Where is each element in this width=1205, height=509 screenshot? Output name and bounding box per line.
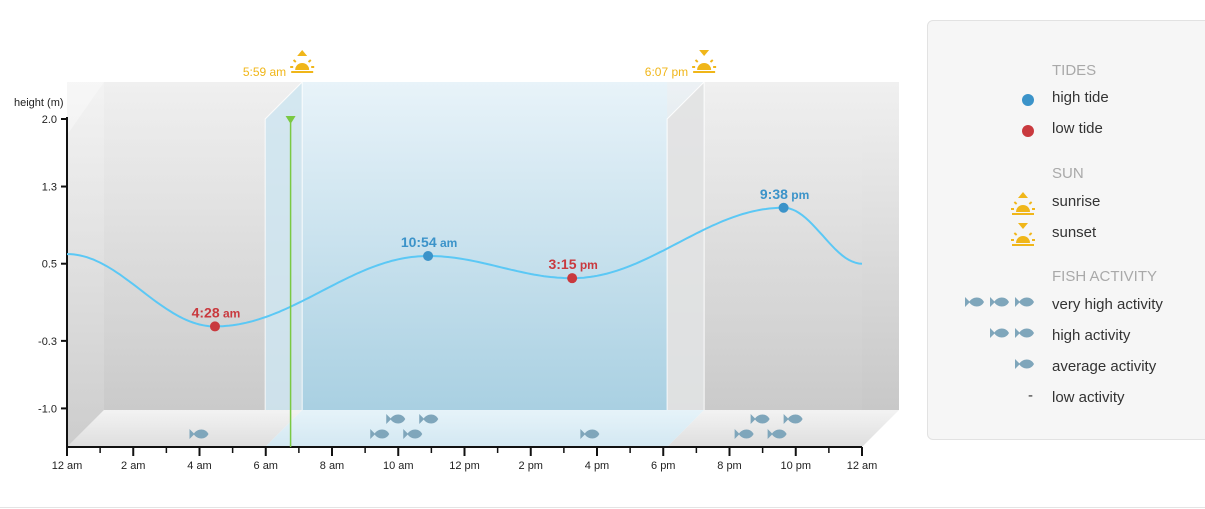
- high-tide-dot-icon: [1022, 94, 1034, 106]
- high-activity-fish-icon: [990, 328, 1034, 338]
- legend-very-high-label: very high activity: [1052, 296, 1163, 313]
- sunrise-divider-panel: [264, 80, 303, 449]
- x-tick-label: 2 pm: [519, 460, 543, 472]
- x-tick-label: 8 pm: [717, 460, 741, 472]
- legend-tides-heading: TIDES: [1052, 62, 1097, 79]
- low-activity-dash-icon: -: [1028, 387, 1033, 404]
- x-tick-label: 8 am: [320, 460, 344, 472]
- y-tick-label: 0.5: [42, 259, 57, 271]
- y-tick-label: 2.0: [42, 114, 57, 126]
- low-tide-label: 3:15 pm: [548, 256, 597, 272]
- x-tick-label: 12 pm: [449, 460, 480, 472]
- low-tide-label: 4:28 am: [192, 304, 241, 320]
- tide-curve-line: [67, 206, 863, 328]
- sunset-divider-panel: [666, 80, 705, 449]
- bottom-divider: [0, 507, 1205, 508]
- fish-icon: [750, 414, 770, 424]
- floor-night-morning: [67, 410, 303, 447]
- fish-icon: [783, 414, 803, 424]
- high-tide-label: 10:54 am: [401, 234, 458, 250]
- legend-low-label: low activity: [1052, 389, 1125, 406]
- high-tide-label: 9:38 pm: [760, 186, 809, 202]
- legend-high-tide-label: high tide: [1052, 89, 1109, 106]
- x-tick-label: 10 am: [383, 460, 414, 472]
- fish-icon: [767, 429, 787, 439]
- y-tick-label: -0.3: [38, 336, 57, 348]
- sunrise-time-label: 5:59 am: [243, 65, 286, 79]
- fish-icon: [370, 429, 390, 439]
- legend-low-tide-label: low tide: [1052, 120, 1103, 137]
- average-activity-fish-icon: [1015, 359, 1034, 369]
- legend-fish-heading: FISH ACTIVITY: [1052, 268, 1158, 285]
- tide-chart: height (m) 2.0 1.3 0.5 -0.3 -1.0 12 am 2 am 4 am…: [14, 50, 899, 472]
- x-tick-label: 12 am: [52, 460, 83, 472]
- fish-icon: [386, 414, 406, 424]
- low-tide-point: [209, 321, 220, 332]
- x-tick-label: 4 pm: [585, 460, 609, 472]
- fish-icon: [580, 429, 600, 439]
- legend-sunrise-label: sunrise: [1052, 193, 1101, 210]
- low-tide-dot-icon: [1022, 125, 1034, 137]
- x-tick-label: 2 am: [121, 460, 145, 472]
- y-tick-label: 1.3: [42, 182, 57, 194]
- y-tick-label: -1.0: [38, 403, 57, 415]
- legend-sun-heading: SUN: [1052, 165, 1084, 182]
- fish-icon: [189, 429, 209, 439]
- floor-daylight: [265, 410, 705, 447]
- high-tide-point: [778, 202, 789, 213]
- daylight-wall: [302, 82, 705, 410]
- legend-average-label: average activity: [1052, 358, 1157, 375]
- x-tick-label: 6 am: [254, 460, 278, 472]
- sunset-icon: [692, 50, 717, 73]
- legend-high-label: high activity: [1052, 327, 1131, 344]
- fish-icon: [403, 429, 423, 439]
- x-tick-label: 6 pm: [651, 460, 675, 472]
- legend-sunset-label: sunset: [1052, 224, 1097, 241]
- high-tide-point: [423, 250, 434, 261]
- fish-icon: [419, 414, 439, 424]
- low-tide-point: [567, 273, 578, 284]
- sunrise-icon: [1011, 192, 1035, 215]
- current-time-marker-icon: [285, 116, 296, 124]
- sunset-icon: [1011, 223, 1035, 246]
- x-tick-label: 4 am: [187, 460, 211, 472]
- sunset-time-label: 6:07 pm: [645, 65, 688, 79]
- very-high-activity-fish-icon: [965, 297, 1034, 307]
- fish-icon: [734, 429, 754, 439]
- x-tick-label: 10 pm: [780, 460, 811, 472]
- night-shade-morning: [67, 82, 266, 447]
- y-axis-label: height (m): [14, 97, 64, 109]
- legend-panel: TIDES high tide low tide SUN sunrise sun…: [927, 20, 1205, 440]
- x-tick-label: 12 am: [847, 460, 878, 472]
- floor-night-evening: [667, 410, 899, 447]
- sunrise-icon: [290, 50, 315, 73]
